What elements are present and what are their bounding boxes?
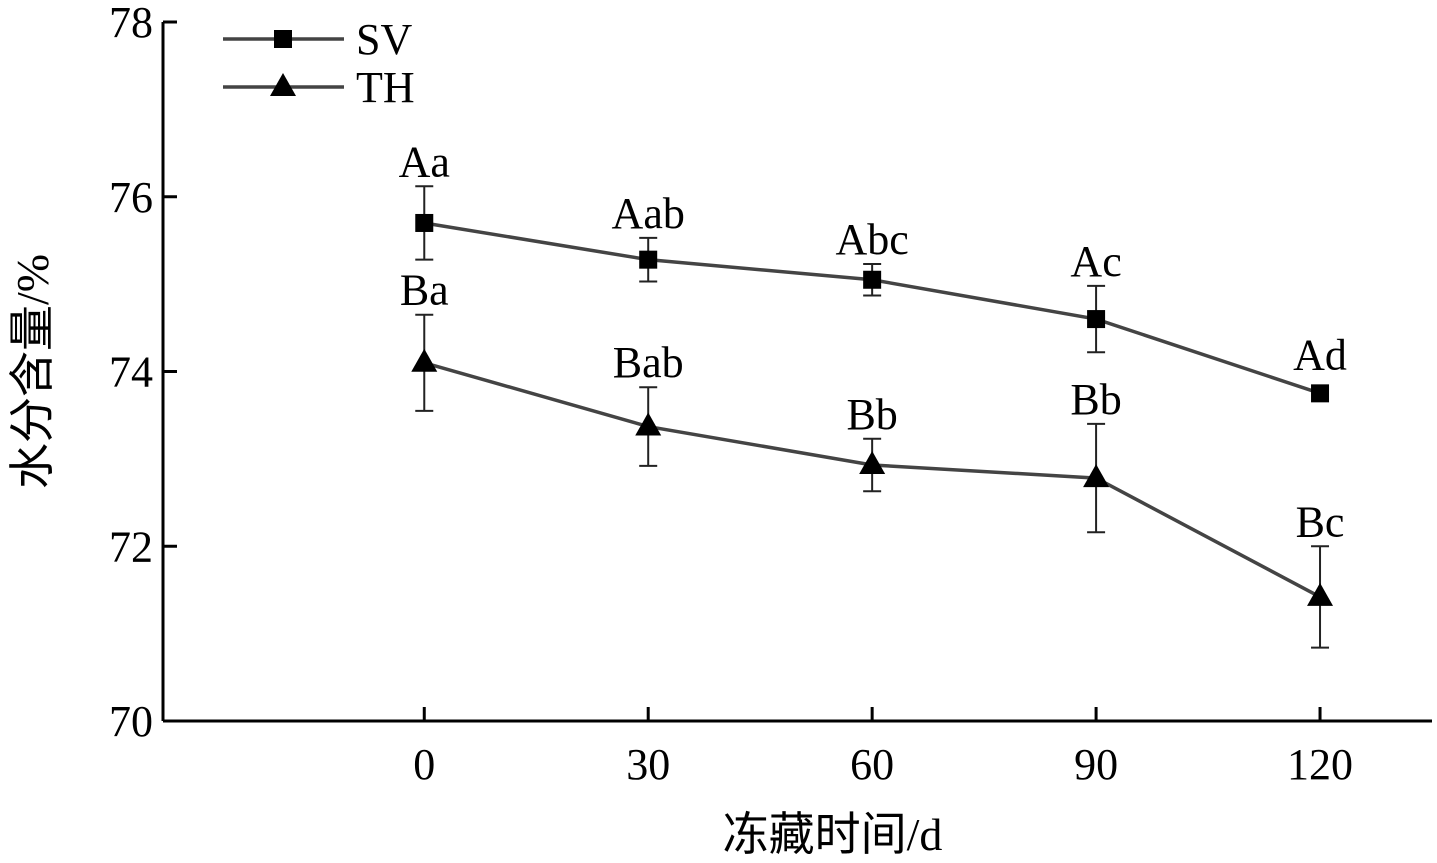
- y-axis-title: 水分含量/%: [7, 254, 58, 489]
- series-sv: Aa Aab Abc Ac Ad: [399, 137, 1347, 403]
- legend-item-sv: SV: [223, 15, 412, 64]
- y-tick-label: 76: [109, 173, 153, 222]
- x-tick-label: 120: [1287, 740, 1353, 789]
- significance-label: Ad: [1293, 330, 1347, 379]
- square-marker: [1087, 310, 1106, 329]
- significance-label: Bb: [1070, 375, 1121, 424]
- significance-label: Ba: [400, 266, 449, 315]
- x-tick-label: 30: [626, 740, 670, 789]
- triangle-marker: [1307, 582, 1334, 606]
- x-axis-title: 冻藏时间/d: [723, 809, 943, 860]
- significance-label: Abc: [835, 215, 908, 264]
- square-marker: [415, 213, 434, 232]
- square-marker: [1311, 384, 1330, 403]
- triangle-marker: [270, 73, 296, 96]
- significance-label: Bc: [1296, 497, 1345, 546]
- square-marker: [274, 30, 292, 48]
- x-tick-label: 60: [850, 740, 894, 789]
- series-th: Ba Bab Bb Bb Bc: [400, 266, 1345, 649]
- x-tick-label: 0: [413, 740, 435, 789]
- triangle-marker: [859, 450, 886, 474]
- y-tick-label: 70: [109, 697, 153, 746]
- significance-label: Bab: [613, 338, 684, 387]
- significance-label: Aa: [399, 137, 450, 186]
- significance-label: Ac: [1070, 237, 1121, 286]
- significance-label: Bb: [846, 390, 897, 439]
- axes: 70 72 74 76 78 0 30 60 90 120: [109, 0, 1432, 789]
- y-tick-label: 72: [109, 522, 153, 571]
- x-tick-label: 90: [1074, 740, 1118, 789]
- significance-label: Aab: [612, 189, 685, 238]
- legend-label: SV: [356, 15, 412, 64]
- series-layer: Aa Aab Abc Ac Ad Ba Bab Bb Bb Bc: [399, 137, 1347, 649]
- triangle-marker: [635, 412, 662, 436]
- legend-label: TH: [356, 63, 415, 112]
- legend-item-th: TH: [223, 63, 415, 112]
- triangle-marker: [1083, 464, 1110, 488]
- triangle-marker: [411, 348, 438, 372]
- square-marker: [863, 270, 882, 289]
- square-marker: [639, 250, 658, 269]
- y-tick-label: 74: [109, 348, 153, 397]
- y-tick-label: 78: [109, 0, 153, 47]
